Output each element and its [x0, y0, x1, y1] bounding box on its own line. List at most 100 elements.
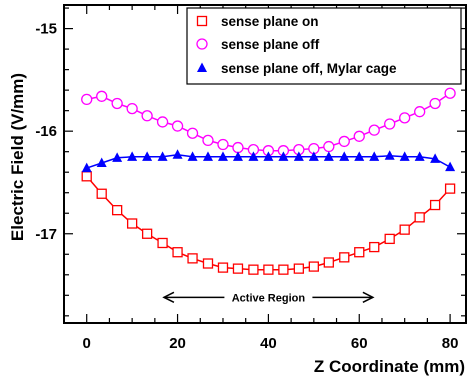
series-sense-plane-on-point [141, 228, 153, 239]
y-tick-label: -17 [35, 226, 57, 243]
series-sense-plane-on-point [96, 188, 107, 199]
series-sense-plane-off-point [384, 118, 396, 130]
series-sense-plane-on-point [248, 264, 259, 275]
series-mylar-cage-point [278, 151, 289, 161]
axis-tick-labels: 0 20 40 60 80 -15 -16 -17 [35, 21, 458, 352]
series-sense-plane-on-point [384, 233, 395, 245]
series-sense-plane-on-point [126, 218, 138, 229]
series-mylar-cage-point [127, 151, 138, 161]
series-sense-plane-on-point [278, 264, 289, 275]
series-sense-plane-off-point [368, 124, 380, 136]
series-sense-plane-on-point [414, 212, 425, 223]
y-tick-label: -15 [35, 21, 57, 38]
series-mylar-cage-point [369, 151, 380, 161]
x-tick-label: 80 [442, 335, 459, 352]
series-sense-plane-off-point [338, 135, 350, 148]
series-sense-plane-on-point [217, 262, 229, 273]
series-sense-plane-off-point [141, 110, 153, 122]
legend-label-mylar-cage: sense plane off, Mylar cage [221, 61, 397, 76]
series-sense-plane-on-point [399, 224, 410, 235]
series-sense-plane-off-point [202, 134, 214, 147]
series-sense-plane-off-point [111, 97, 123, 110]
series-sense-plane-on-point [339, 252, 350, 263]
active-region-arrow-left-head [162, 291, 175, 304]
series-sense-plane-on-point [187, 253, 198, 264]
series-sense-plane-off-point [353, 130, 365, 142]
x-tick-label: 20 [169, 335, 186, 352]
series-mylar-cage-point [172, 149, 183, 159]
series-sense-plane-on-point [157, 237, 168, 249]
series-sense-plane-on [81, 171, 456, 275]
series-mylar-cage-point [263, 151, 274, 161]
series-sense-plane-on-point [444, 183, 456, 194]
series-sense-plane-off-line [86, 92, 451, 152]
x-tick-label: 0 [83, 335, 91, 352]
series-sense-plane-off-point [156, 116, 169, 128]
series-sense-plane-off-point [186, 127, 199, 139]
legend-marker-series-mylar-cage [197, 62, 207, 72]
series-sense-plane-off [81, 87, 456, 157]
legend-label-sense-plane-off: sense plane off [221, 37, 320, 52]
series-sense-plane-on-point [429, 199, 441, 211]
legend-marker-series-sense-plane-on [196, 15, 208, 27]
plot-frame [63, 4, 467, 324]
y-axis-title: Electric Field (V/mm) [8, 73, 27, 241]
series-sense-plane-on-point [111, 205, 123, 216]
series-mylar-cage-point [399, 151, 410, 161]
series-sense-plane-on-point [172, 247, 183, 258]
series-mylar-cage-point [142, 151, 153, 161]
series-sense-plane-on-point [323, 257, 334, 268]
series-mylar-cage-point [112, 152, 123, 162]
active-region-arrow-right-head [362, 291, 375, 304]
legend-box [186, 7, 462, 85]
series-sense-plane-on-point [81, 171, 92, 182]
series-sense-plane-on-point [293, 263, 304, 274]
series-mylar-cage-point [81, 162, 92, 173]
legend-label-sense-plane-on: sense plane on [221, 14, 319, 29]
series-mylar-cage-point [293, 151, 304, 161]
series-sense-plane-on-line [86, 175, 451, 271]
series-sense-plane-off-point [323, 140, 335, 153]
series-mylar-cage-point [187, 151, 198, 161]
series-mylar-cage [81, 149, 456, 173]
active-region-label: Active Region [232, 292, 306, 304]
series-mylar-cage-point [308, 151, 319, 161]
y-tick-label: -16 [35, 123, 57, 140]
active-region-label-bg [224, 290, 313, 305]
series-sense-plane-off-point [81, 93, 93, 106]
series-mylar-cage-point [232, 151, 243, 161]
x-axis-title: Z Coordinate (mm) [314, 357, 465, 376]
series-sense-plane-on-point [354, 247, 365, 258]
series-sense-plane-off-point [96, 90, 108, 102]
legend-markers [196, 15, 208, 72]
series-mylar-cage-point [339, 151, 350, 161]
x-tick-label: 40 [260, 335, 277, 352]
series-sense-plane-off-point [444, 87, 456, 99]
series-sense-plane-off-point [414, 106, 426, 118]
series-mylar-cage-point [445, 161, 456, 172]
series-sense-plane-off-point [399, 112, 411, 124]
series-mylar-cage-point [157, 151, 168, 161]
series-sense-plane-on-point [232, 263, 244, 274]
series-layer [81, 87, 456, 275]
x-tick-label: 60 [351, 335, 368, 352]
series-mylar-cage-point [217, 151, 228, 161]
series-mylar-cage-point [414, 151, 425, 161]
series-sense-plane-off-point [126, 102, 138, 115]
series-sense-plane-on-point [263, 264, 274, 275]
series-sense-plane-off-point [217, 138, 229, 151]
series-sense-plane-on-point [308, 261, 319, 272]
series-mylar-cage-point [202, 151, 213, 161]
series-mylar-cage-point [384, 150, 395, 160]
annotation: Active Region [162, 290, 375, 305]
series-sense-plane-off-point [171, 120, 184, 132]
series-mylar-cage-point [354, 151, 365, 161]
series-mylar-cage-point [430, 153, 441, 163]
series-sense-plane-off-point [232, 141, 244, 154]
series-mylar-cage-point [248, 151, 259, 161]
series-mylar-cage-point [96, 157, 107, 167]
series-sense-plane-on-point [369, 241, 380, 253]
legend-marker-series-sense-plane-off [196, 38, 208, 50]
legend: sense plane on sense plane off sense pla… [186, 7, 462, 85]
